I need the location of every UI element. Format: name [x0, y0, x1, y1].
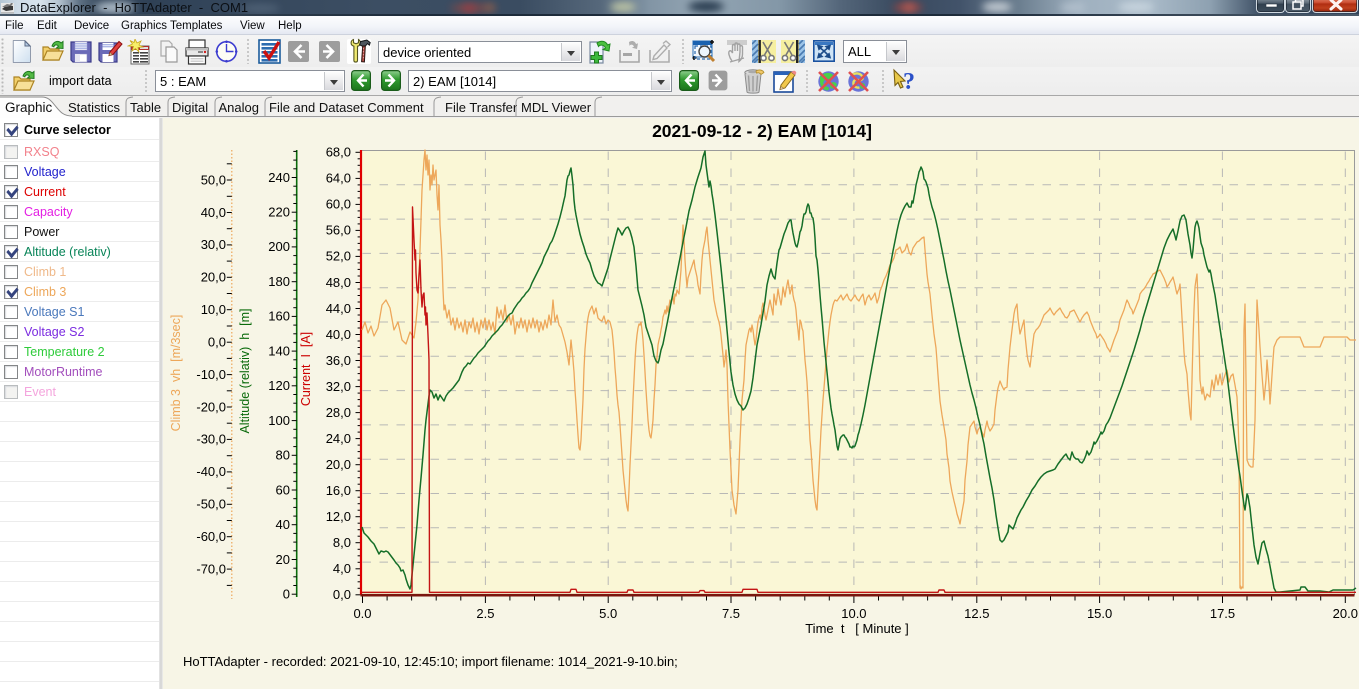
svg-text:-20,0: -20,0: [196, 399, 226, 414]
svg-text:0,0: 0,0: [333, 587, 351, 602]
svg-text:0.0: 0.0: [353, 606, 371, 621]
svg-text:5.0: 5.0: [599, 606, 617, 621]
svg-text:20,0: 20,0: [201, 270, 226, 285]
svg-text:15.0: 15.0: [1087, 606, 1112, 621]
svg-text:240: 240: [268, 170, 290, 185]
svg-text:64,0: 64,0: [326, 171, 351, 186]
svg-text:80: 80: [276, 448, 290, 463]
svg-text:2021-09-12 - 2) EAM [1014]: 2021-09-12 - 2) EAM [1014]: [652, 121, 872, 141]
svg-text:?: ?: [903, 69, 915, 94]
svg-text:36,0: 36,0: [326, 353, 351, 368]
svg-text:48,0: 48,0: [326, 275, 351, 290]
svg-text:0,0: 0,0: [208, 335, 226, 350]
svg-text:Climb 3 vh [m/3sec]: Climb 3 vh [m/3sec]: [169, 315, 183, 432]
svg-text:200: 200: [268, 239, 290, 254]
svg-text:12.5: 12.5: [964, 606, 989, 621]
svg-text:220: 220: [268, 205, 290, 220]
svg-text:44,0: 44,0: [326, 301, 351, 316]
svg-text:10.0: 10.0: [841, 606, 866, 621]
svg-text:56,0: 56,0: [326, 223, 351, 238]
svg-text:50,0: 50,0: [201, 172, 226, 187]
svg-text:Current I [A]: Current I [A]: [299, 332, 313, 406]
svg-text:52,0: 52,0: [326, 249, 351, 264]
svg-text:-50,0: -50,0: [196, 497, 226, 512]
svg-text:10,0: 10,0: [201, 302, 226, 317]
svg-text:-30,0: -30,0: [196, 432, 226, 447]
svg-text:24,0: 24,0: [326, 431, 351, 446]
svg-text:12,0: 12,0: [326, 509, 351, 524]
svg-text:20: 20: [276, 552, 290, 567]
svg-text:120: 120: [268, 378, 290, 393]
svg-text:68,0: 68,0: [326, 145, 351, 160]
svg-text:-40,0: -40,0: [196, 464, 226, 479]
svg-text:Altitude (relativ) h [m]: Altitude (relativ) h [m]: [238, 308, 252, 433]
svg-text:60: 60: [276, 482, 290, 497]
svg-text:40,0: 40,0: [201, 205, 226, 220]
svg-text:20.0: 20.0: [1333, 606, 1358, 621]
svg-text:20,0: 20,0: [326, 457, 351, 472]
svg-text:32,0: 32,0: [326, 379, 351, 394]
svg-text:-60,0: -60,0: [196, 529, 226, 544]
svg-text:40: 40: [276, 517, 290, 532]
svg-text:160: 160: [268, 309, 290, 324]
svg-text:4,0: 4,0: [333, 561, 351, 576]
svg-text:-70,0: -70,0: [196, 561, 226, 576]
svg-text:140: 140: [268, 343, 290, 358]
svg-text:0: 0: [283, 587, 290, 602]
svg-text:180: 180: [268, 274, 290, 289]
svg-text:100: 100: [268, 413, 290, 428]
svg-text:40,0: 40,0: [326, 327, 351, 342]
svg-text:30,0: 30,0: [201, 237, 226, 252]
svg-text:28,0: 28,0: [326, 405, 351, 420]
svg-text:Time t [ Minute ]: Time t [ Minute ]: [805, 621, 909, 636]
svg-text:7.5: 7.5: [722, 606, 740, 621]
svg-text:17.5: 17.5: [1210, 606, 1235, 621]
svg-text:8,0: 8,0: [333, 535, 351, 550]
svg-text:16,0: 16,0: [326, 483, 351, 498]
svg-text:-10,0: -10,0: [196, 367, 226, 382]
svg-text:60,0: 60,0: [326, 197, 351, 212]
svg-text:2.5: 2.5: [476, 606, 494, 621]
svg-text:HoTTAdapter - recorded: 2021-0: HoTTAdapter - recorded: 2021-09-10, 12:4…: [183, 654, 678, 669]
